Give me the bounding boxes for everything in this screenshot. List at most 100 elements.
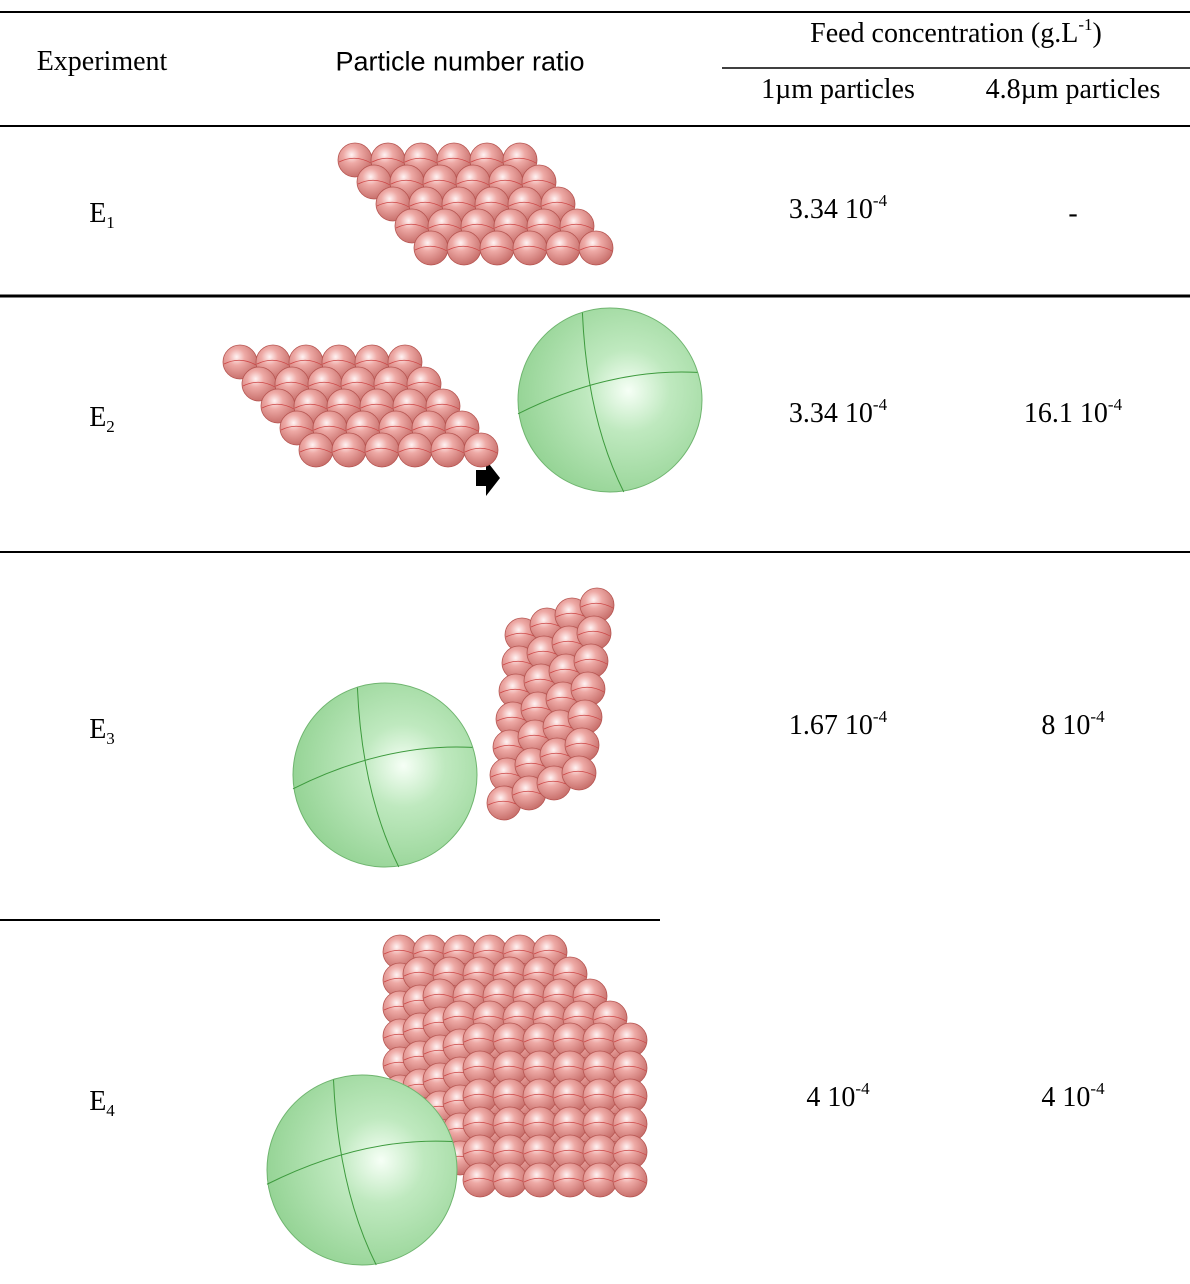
particle-seam bbox=[560, 223, 594, 230]
particle-seam bbox=[475, 201, 509, 208]
particle-seam bbox=[395, 223, 429, 230]
particle-seam bbox=[546, 245, 580, 252]
particle-seam bbox=[613, 1121, 647, 1128]
particle-seam bbox=[289, 359, 323, 366]
particle-seam bbox=[409, 201, 443, 208]
particle-seam bbox=[376, 201, 410, 208]
particle-seam bbox=[470, 157, 504, 164]
particle-seam bbox=[613, 1037, 647, 1044]
sup: -4 bbox=[872, 395, 888, 414]
particle-seam bbox=[414, 245, 448, 252]
particle-seam bbox=[357, 179, 391, 186]
particle-seam bbox=[388, 359, 422, 366]
particle-seam bbox=[398, 447, 432, 454]
small-particle bbox=[578, 230, 614, 266]
cell: 3.34 10-4 bbox=[789, 396, 887, 428]
particle-seam bbox=[327, 403, 361, 410]
particle-seam bbox=[508, 201, 542, 208]
particle-seam bbox=[275, 381, 309, 388]
particle-seam bbox=[404, 157, 438, 164]
particle-seam bbox=[574, 658, 608, 665]
particle-seam bbox=[346, 425, 380, 432]
particle-seam bbox=[426, 403, 460, 410]
sup: -4 bbox=[1090, 1079, 1105, 1098]
particle-seam bbox=[292, 746, 473, 790]
particle-seam bbox=[568, 714, 602, 721]
row-label: E3 bbox=[89, 714, 115, 748]
particle-seam bbox=[431, 447, 465, 454]
sub: 3 bbox=[106, 729, 115, 748]
particle-seam bbox=[581, 312, 625, 493]
particle-seam bbox=[573, 993, 607, 1000]
particle-seam bbox=[464, 447, 498, 454]
text: 4 10 bbox=[806, 1082, 856, 1113]
particle-seam bbox=[299, 447, 333, 454]
text: E bbox=[89, 198, 107, 229]
particle-seam bbox=[613, 1065, 647, 1072]
small-particle bbox=[612, 1162, 648, 1198]
particle-seam bbox=[341, 381, 375, 388]
sub: 1 bbox=[106, 213, 115, 232]
cell: - bbox=[1068, 198, 1078, 229]
particle-seam bbox=[355, 359, 389, 366]
particle-seam bbox=[371, 157, 405, 164]
particle-seam bbox=[503, 157, 537, 164]
sup: -4 bbox=[872, 707, 888, 726]
particle-seam bbox=[322, 359, 356, 366]
particle-seam bbox=[613, 1093, 647, 1100]
particle-seam bbox=[565, 742, 599, 749]
particle-seam bbox=[393, 403, 427, 410]
particle-seam bbox=[517, 371, 698, 415]
sub: 2 bbox=[106, 417, 115, 436]
particle-seam bbox=[494, 223, 528, 230]
header-col: 1µm particles bbox=[761, 74, 915, 105]
particle-seam bbox=[541, 201, 575, 208]
particle-seam bbox=[533, 949, 567, 956]
particle-seam bbox=[338, 157, 372, 164]
large-particle bbox=[292, 682, 478, 868]
text: E bbox=[89, 1086, 107, 1117]
particle-seam bbox=[577, 630, 611, 637]
particle-seam bbox=[513, 245, 547, 252]
particle-seam bbox=[374, 381, 408, 388]
cell: 1.67 10-4 bbox=[788, 708, 887, 741]
particle-seam bbox=[266, 1140, 453, 1185]
particle-seam bbox=[223, 359, 257, 366]
header-ratio: Particle number ratio bbox=[335, 46, 585, 77]
particle-seam bbox=[613, 1149, 647, 1156]
text: 4 10 bbox=[1041, 1082, 1091, 1113]
particle-seam bbox=[593, 1015, 627, 1022]
particle-seam bbox=[294, 403, 328, 410]
header-feed: Feed concentration (g.L-1) bbox=[810, 16, 1102, 49]
particle-seam bbox=[480, 245, 514, 252]
sup: -4 bbox=[872, 191, 888, 210]
particle-seam bbox=[313, 425, 347, 432]
row-label: E4 bbox=[89, 1086, 115, 1120]
particle-seam bbox=[571, 686, 605, 693]
sup: -4 bbox=[855, 1079, 870, 1098]
sup: -4 bbox=[1090, 707, 1105, 726]
particle-seam bbox=[379, 425, 413, 432]
large-particle bbox=[517, 307, 703, 493]
particle-seam bbox=[242, 381, 276, 388]
text: 16.1 10 bbox=[1023, 398, 1108, 429]
particle-seam bbox=[390, 179, 424, 186]
particle-seam bbox=[447, 245, 481, 252]
particle-seam bbox=[489, 179, 523, 186]
cell: 16.1 10-4 bbox=[1023, 396, 1122, 429]
particle-seam bbox=[527, 223, 561, 230]
sup: -1 bbox=[1078, 15, 1093, 34]
text: E bbox=[89, 714, 107, 745]
particle-seam bbox=[256, 359, 290, 366]
text: 1.67 10 bbox=[788, 710, 873, 741]
particle-seam bbox=[456, 179, 490, 186]
text: Feed concentration (g.L bbox=[810, 18, 1079, 49]
sub: 4 bbox=[106, 1101, 115, 1120]
sup: -4 bbox=[1107, 395, 1123, 414]
text: E bbox=[89, 402, 107, 433]
particle-seam bbox=[522, 179, 556, 186]
text: 3.34 10 bbox=[788, 194, 873, 225]
small-particle bbox=[463, 432, 499, 468]
